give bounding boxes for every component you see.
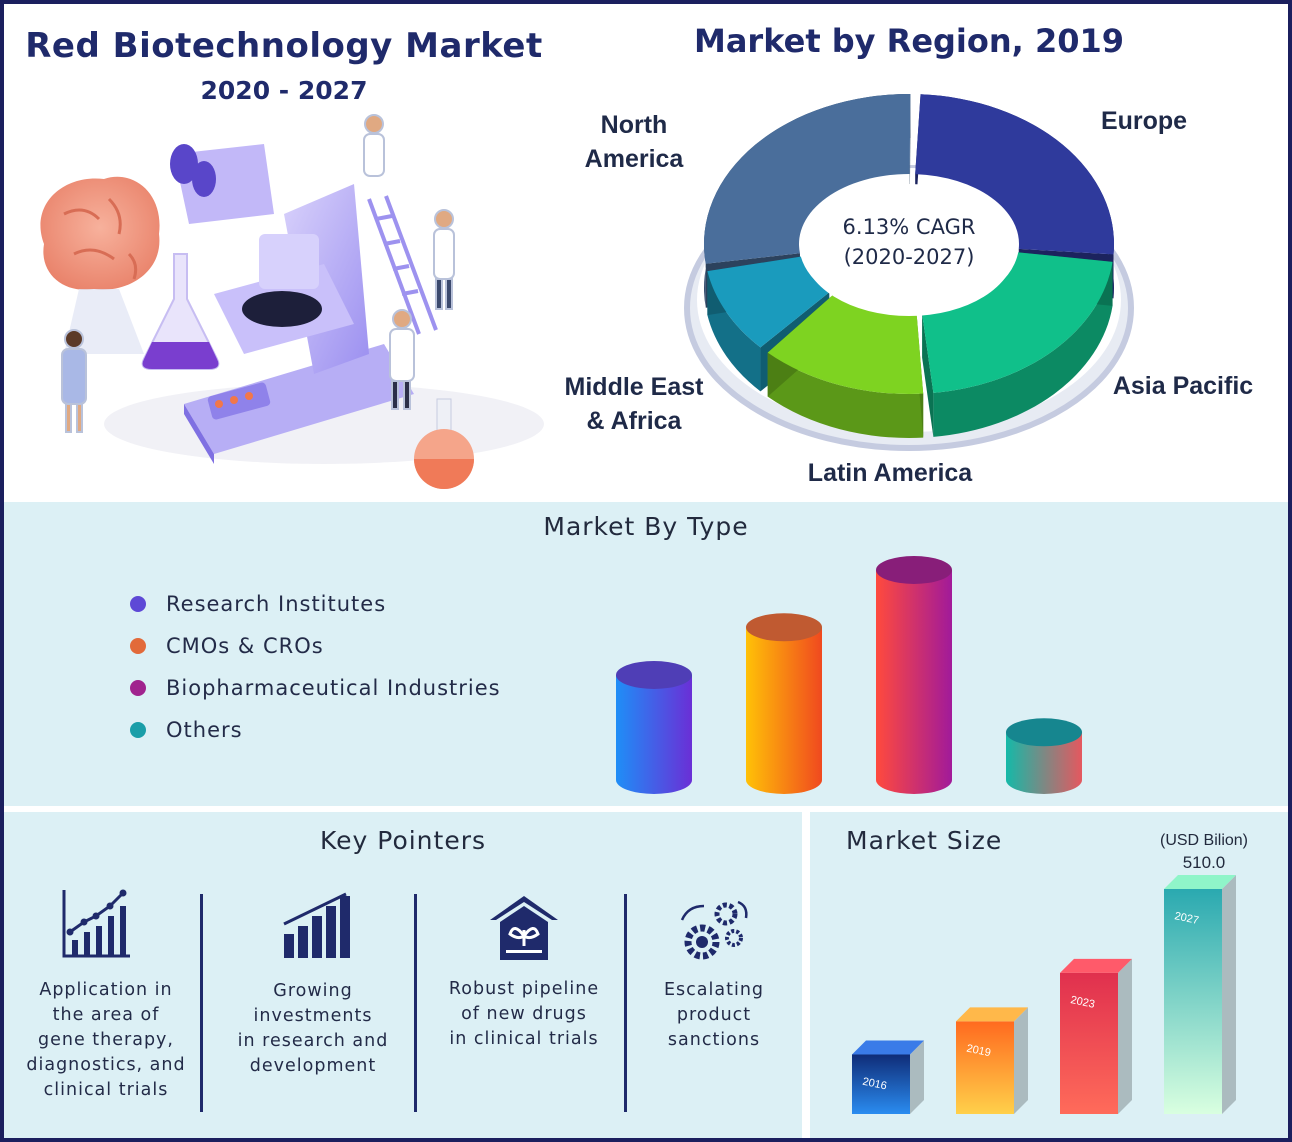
region-donut-chart bbox=[684, 94, 1134, 451]
region-label-mea-line1: Middle East bbox=[564, 373, 704, 401]
kp-line: Escalating bbox=[663, 980, 765, 1000]
bar-growth-icon bbox=[283, 892, 350, 958]
kp-line: Application in bbox=[39, 980, 173, 1000]
region-label-latin-america: Latin America bbox=[807, 459, 973, 487]
size-bar-2019: 2019 bbox=[956, 1007, 1028, 1114]
kp-line: in research and bbox=[237, 1031, 389, 1051]
size-year-label: 2023 bbox=[1069, 994, 1095, 1011]
kp-line: investments bbox=[253, 1006, 373, 1026]
size-year-label: 2016 bbox=[861, 1076, 887, 1093]
kp-line: development bbox=[249, 1056, 377, 1076]
legend-label: Others bbox=[166, 718, 243, 742]
kp-line: gene therapy, bbox=[38, 1030, 174, 1050]
key-pointer-text-4: Escalating product sanctions bbox=[634, 978, 794, 1053]
key-pointer-text-1: Application in the area of gene therapy,… bbox=[12, 978, 200, 1103]
kp-line: Growing bbox=[273, 981, 353, 1001]
key-pointers-panel bbox=[4, 812, 802, 1138]
type-bar-cmos-cros bbox=[746, 613, 822, 794]
key-pointer-divider bbox=[414, 894, 417, 1112]
region-label-mea: Middle East & Africa bbox=[554, 370, 714, 438]
legend-item-biopharma: Biopharmaceutical Industries bbox=[130, 674, 501, 702]
type-chart-title: Market By Type bbox=[543, 512, 749, 541]
legend-item-others: Others bbox=[130, 716, 243, 744]
region-label-mea-line2: & Africa bbox=[586, 407, 682, 435]
legend-label: Biopharmaceutical Industries bbox=[166, 676, 501, 700]
key-pointer-divider bbox=[200, 894, 203, 1112]
legend-dot-research-institutes bbox=[130, 596, 146, 612]
legend-label: CMOs & CROs bbox=[166, 634, 324, 658]
gears-icon bbox=[680, 900, 748, 960]
unit-label: (USD Bilion) bbox=[1159, 832, 1248, 849]
brain-icon bbox=[40, 176, 160, 354]
last-value-label: 510.0 bbox=[1182, 853, 1226, 872]
key-pointer-text-2: Growing investments in research and deve… bbox=[218, 979, 408, 1079]
market-size-title: Market Size bbox=[846, 826, 1003, 855]
size-bar-2023: 2023 bbox=[1060, 958, 1132, 1114]
region-label-north-america-line1: North bbox=[600, 111, 668, 139]
legend-label: Research Institutes bbox=[166, 592, 387, 616]
type-bar-research-institutes bbox=[616, 661, 692, 794]
orange-flask-icon bbox=[414, 398, 474, 489]
market-size-unit: (USD Bilion) 510.0 bbox=[1134, 830, 1274, 874]
kp-line: the area of bbox=[52, 1005, 160, 1025]
region-label-north-america: North America bbox=[564, 108, 704, 176]
kp-line: sanctions bbox=[667, 1030, 761, 1050]
legend-dot-biopharma bbox=[130, 680, 146, 696]
lab-illustration bbox=[40, 114, 544, 489]
region-segment-latin-america bbox=[767, 294, 924, 438]
region-label-asia-pacific: Asia Pacific bbox=[1112, 372, 1254, 400]
cagr-label: 6.13% CAGR (2020-2027) bbox=[804, 212, 1014, 272]
kp-line: clinical trials bbox=[43, 1080, 169, 1100]
type-bar-biopharmaceutical-industries bbox=[876, 556, 952, 794]
legend-dot-cmos-cros bbox=[130, 638, 146, 654]
size-year-label: 2027 bbox=[1173, 910, 1199, 927]
region-label-europe: Europe bbox=[1100, 107, 1188, 135]
house-plant-icon bbox=[490, 896, 558, 960]
main-years: 2020 - 2027 bbox=[200, 76, 368, 105]
rising-chart-icon bbox=[62, 889, 130, 958]
donut-hole bbox=[803, 184, 1015, 316]
market-size-chart: 2016 2019 2023 2027 bbox=[852, 875, 1236, 1114]
type-cylinder-chart bbox=[616, 556, 1082, 794]
type-bar-others bbox=[1006, 718, 1082, 794]
kp-line: Robust pipeline bbox=[448, 979, 600, 999]
purple-flask-icon bbox=[141, 253, 220, 370]
size-bar-2027: 2027 bbox=[1164, 875, 1236, 1114]
cagr-period: (2020-2027) bbox=[843, 245, 975, 269]
kp-line: in clinical trials bbox=[449, 1029, 599, 1049]
legend-item-research-institutes: Research Institutes bbox=[130, 590, 386, 618]
key-pointer-text-3: Robust pipeline of new drugs in clinical… bbox=[430, 977, 618, 1052]
region-chart-title: Market by Region, 2019 bbox=[693, 22, 1125, 60]
legend-dot-others bbox=[130, 722, 146, 738]
cagr-value: 6.13% CAGR bbox=[842, 215, 976, 239]
key-pointer-divider bbox=[624, 894, 627, 1112]
legend-item-cmos-cros: CMOs & CROs bbox=[130, 632, 324, 660]
scientist-figures bbox=[61, 114, 455, 433]
key-pointers-title: Key Pointers bbox=[319, 826, 487, 855]
region-label-north-america-line2: America bbox=[584, 145, 684, 173]
size-bar-2016: 2016 bbox=[852, 1040, 924, 1114]
size-year-label: 2019 bbox=[965, 1043, 991, 1060]
kp-line: diagnostics, and bbox=[26, 1055, 186, 1075]
ladder-icon bbox=[367, 195, 438, 335]
kp-line: product bbox=[676, 1005, 752, 1025]
microscope-icon bbox=[170, 144, 414, 464]
infographic-frame: Red Biotechnology Market 2020 - 2027 bbox=[4, 4, 1288, 1138]
region-segment-asia-pacific bbox=[922, 252, 1113, 437]
kp-line: of new drugs bbox=[461, 1004, 587, 1024]
main-title: Red Biotechnology Market bbox=[25, 26, 543, 66]
